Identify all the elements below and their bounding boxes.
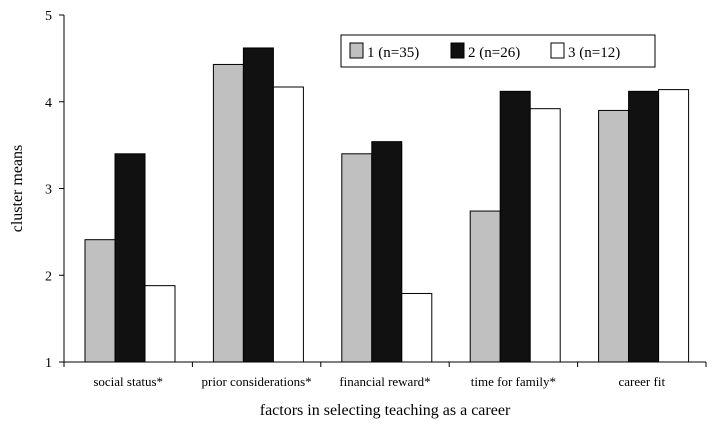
legend-label: 1 (n=35)	[367, 45, 419, 61]
category-label: career fit	[619, 374, 666, 389]
bar-series-2-4	[499, 90, 531, 363]
y-tick-label: 3	[45, 183, 52, 198]
x-ticks-group	[63, 362, 707, 367]
x-axis-title: factors in selecting teaching as a caree…	[260, 402, 511, 419]
y-tick-label: 2	[45, 269, 52, 284]
bar-series-2-3	[371, 141, 403, 363]
bar-series-3-5	[658, 89, 690, 363]
category-label: time for family*	[471, 374, 556, 389]
y-axis-title: cluster means	[9, 145, 26, 233]
legend-swatch	[450, 42, 465, 59]
legend-label: 3 (n=12)	[568, 45, 620, 61]
bar-series-1-5	[598, 109, 630, 363]
bar-series-3-1	[144, 285, 176, 363]
category-label: prior considerations*	[202, 374, 312, 389]
bar-series-1-2	[212, 63, 244, 363]
legend-box	[340, 34, 656, 68]
legend-swatch	[349, 42, 364, 59]
bar-series-3-3	[401, 292, 433, 363]
bar-series-3-4	[529, 108, 561, 363]
legend-label: 2 (n=26)	[468, 45, 520, 61]
bar-series-2-5	[628, 90, 660, 363]
legend: 1 (n=35) 2 (n=26) 3 (n=12)	[340, 34, 656, 68]
bar-series-2-1	[114, 153, 146, 363]
category-labels-group: social status* prior considerations* finan…	[93, 374, 665, 389]
y-tick-label: 1	[45, 356, 52, 371]
category-label: social status*	[93, 374, 163, 389]
y-ticks-group: 1 2 3 4 5	[45, 9, 64, 371]
category-label: financial reward*	[339, 374, 430, 389]
bars-group	[84, 47, 690, 363]
y-tick-label: 5	[45, 9, 52, 24]
bar-series-1-1	[84, 239, 116, 363]
legend-swatch	[550, 42, 565, 59]
bar-series-2-2	[242, 47, 274, 363]
bar-series-1-4	[469, 210, 501, 363]
bar-series-3-2	[272, 86, 304, 363]
y-tick-label: 4	[45, 96, 52, 111]
bar-series-1-3	[341, 153, 373, 363]
